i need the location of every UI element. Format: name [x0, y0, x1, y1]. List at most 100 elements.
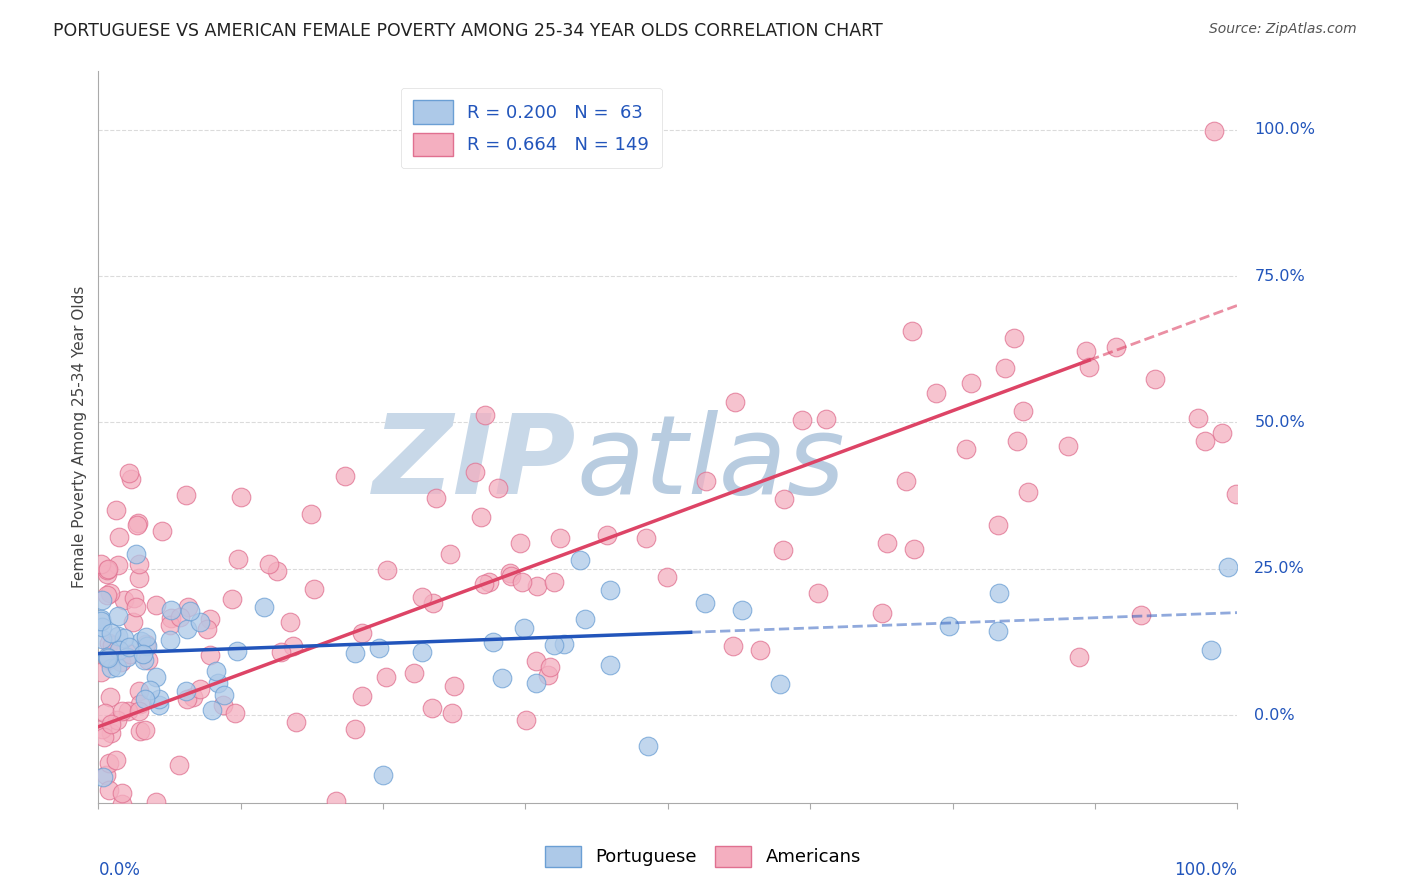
- Text: 75.0%: 75.0%: [1254, 268, 1305, 284]
- Y-axis label: Female Poverty Among 25-34 Year Olds: Female Poverty Among 25-34 Year Olds: [72, 286, 87, 588]
- Point: [491, 672, 513, 686]
- Point: [299, 507, 322, 521]
- Point: [375, 563, 398, 577]
- Point: [145, 795, 167, 809]
- Text: 0.0%: 0.0%: [1254, 707, 1295, 723]
- Point: [266, 565, 288, 579]
- Point: [537, 668, 560, 682]
- Point: [595, 528, 617, 542]
- Point: [105, 714, 128, 728]
- Point: [474, 408, 496, 422]
- Point: [104, 502, 127, 516]
- Point: [807, 586, 830, 600]
- Point: [411, 590, 433, 604]
- Point: [1105, 339, 1128, 353]
- Point: [815, 412, 838, 426]
- Point: [695, 596, 717, 610]
- Point: [1201, 642, 1223, 657]
- Point: [188, 615, 211, 629]
- Point: [96, 566, 118, 581]
- Point: [97, 653, 120, 667]
- Point: [120, 647, 142, 661]
- Point: [169, 610, 191, 624]
- Point: [368, 641, 391, 656]
- Point: [721, 640, 744, 654]
- Point: [172, 809, 194, 823]
- Point: [136, 653, 159, 667]
- Point: [132, 653, 155, 667]
- Point: [176, 692, 198, 706]
- Point: [257, 557, 280, 571]
- Point: [486, 481, 509, 495]
- Point: [280, 615, 302, 629]
- Point: [443, 679, 465, 693]
- Point: [226, 552, 249, 566]
- Text: 100.0%: 100.0%: [1254, 122, 1316, 137]
- Text: 0.0%: 0.0%: [98, 862, 141, 880]
- Point: [1194, 434, 1216, 449]
- Point: [550, 531, 572, 545]
- Point: [159, 633, 181, 648]
- Point: [131, 634, 153, 648]
- Point: [188, 681, 211, 696]
- Point: [98, 783, 121, 797]
- Point: [325, 794, 347, 808]
- Point: [212, 698, 235, 713]
- Point: [344, 646, 367, 660]
- Point: [543, 638, 565, 652]
- Point: [425, 491, 447, 505]
- Point: [695, 474, 717, 488]
- Text: 100.0%: 100.0%: [1174, 862, 1237, 880]
- Point: [510, 575, 533, 590]
- Point: [1225, 487, 1247, 501]
- Point: [97, 562, 120, 576]
- Point: [98, 636, 121, 650]
- Point: [136, 640, 159, 654]
- Point: [181, 690, 204, 704]
- Point: [1202, 124, 1225, 138]
- Point: [125, 517, 148, 532]
- Point: [253, 599, 276, 614]
- Point: [422, 596, 444, 610]
- Point: [132, 647, 155, 661]
- Point: [96, 588, 118, 602]
- Point: [599, 583, 621, 598]
- Point: [118, 640, 141, 654]
- Point: [1218, 560, 1240, 574]
- Point: [478, 575, 501, 590]
- Point: [97, 756, 120, 770]
- Point: [343, 722, 366, 736]
- Point: [96, 767, 118, 781]
- Point: [1129, 608, 1152, 623]
- Point: [1211, 425, 1233, 440]
- Point: [122, 591, 145, 606]
- Point: [526, 579, 548, 593]
- Point: [198, 648, 221, 663]
- Point: [903, 541, 925, 556]
- Point: [96, 649, 118, 664]
- Point: [790, 412, 813, 426]
- Text: ZIP: ZIP: [373, 410, 576, 516]
- Legend: Portuguese, Americans: Portuguese, Americans: [537, 838, 869, 874]
- Point: [145, 598, 167, 612]
- Point: [509, 536, 531, 550]
- Point: [148, 691, 170, 706]
- Point: [201, 703, 224, 717]
- Point: [107, 629, 129, 643]
- Point: [1143, 371, 1166, 385]
- Point: [159, 610, 181, 624]
- Point: [411, 645, 433, 659]
- Point: [100, 726, 122, 740]
- Point: [135, 638, 157, 652]
- Point: [994, 360, 1017, 375]
- Point: [134, 692, 156, 706]
- Point: [90, 614, 112, 628]
- Point: [724, 394, 747, 409]
- Point: [499, 566, 522, 580]
- Point: [127, 516, 149, 530]
- Point: [207, 676, 229, 690]
- Point: [515, 713, 537, 727]
- Point: [501, 569, 523, 583]
- Point: [101, 638, 124, 652]
- Point: [111, 704, 134, 718]
